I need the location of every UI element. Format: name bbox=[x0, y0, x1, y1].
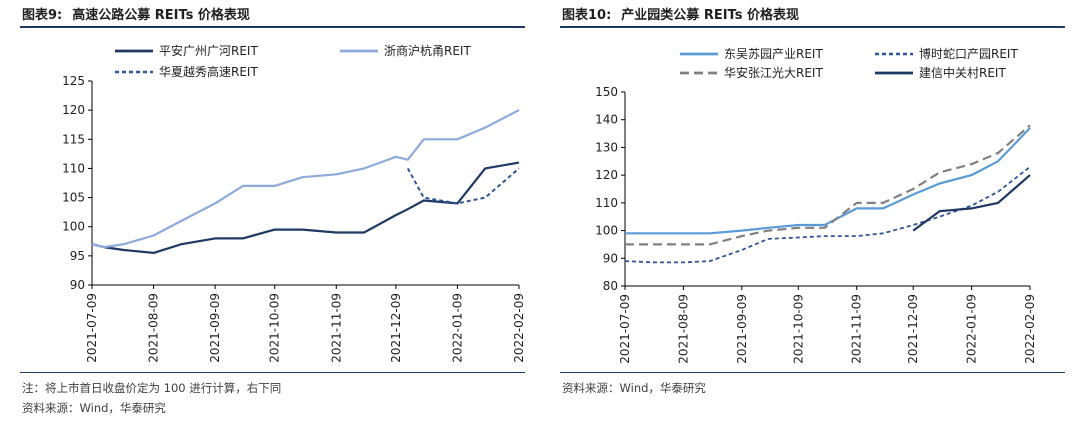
y-tick-label: 90 bbox=[603, 251, 618, 265]
x-tick-label: 2021-07-09 bbox=[618, 294, 632, 364]
x-tick-label: 2021-08-09 bbox=[676, 294, 690, 364]
y-tick-label: 150 bbox=[595, 85, 618, 99]
legend-label-1: 平安广州广河REIT bbox=[159, 43, 258, 58]
legend: 东吴苏园产业REIT 博时蛇口产园REIT 华安张江光大REIT 建信中关村REIT bbox=[680, 46, 1018, 80]
y-tick-label: 100 bbox=[62, 220, 85, 234]
title-rule-right bbox=[560, 26, 1065, 28]
legend: 平安广州广河REIT 浙商沪杭甬REIT 华夏越秀高速REIT bbox=[115, 43, 471, 79]
x-tick-label: 2021-08-09 bbox=[147, 293, 161, 363]
x-tick-label: 2021-11-09 bbox=[850, 294, 864, 364]
series-line-2 bbox=[624, 166, 1031, 264]
y-tick-label: 110 bbox=[595, 196, 618, 210]
x-tick-label: 2021-07-09 bbox=[85, 293, 99, 363]
y-tick-label: 140 bbox=[595, 113, 618, 127]
y-tick-label: 110 bbox=[62, 161, 85, 175]
axes: 90 95 100 105 110 115 120 125 2021-07-09 2021-08-… bbox=[62, 74, 526, 363]
bottom-rule-left bbox=[20, 372, 525, 373]
line-chart-highway: 90 95 100 105 110 115 120 125 2021-07-09 2021-08-… bbox=[62, 43, 526, 363]
series-line-1 bbox=[625, 127, 1031, 235]
y-tick-label: 120 bbox=[62, 103, 85, 117]
source-right: 资料来源：Wind，华泰研究 bbox=[562, 381, 706, 395]
legend-label-3: 华夏越秀高速REIT bbox=[159, 64, 258, 79]
x-tick-label: 2021-10-09 bbox=[268, 293, 282, 363]
y-tick-label: 90 bbox=[70, 278, 85, 292]
y-tick-label: 125 bbox=[62, 74, 85, 88]
x-tick-label: 2021-10-09 bbox=[791, 294, 805, 364]
x-tick-label: 2022-01-09 bbox=[965, 294, 979, 364]
chart-number-right: 图表10: bbox=[562, 8, 612, 23]
panel-highway-reits: 图表9: 高速公路公募 REITs 价格表现 90 95 100 105 110 115 12… bbox=[20, 4, 526, 415]
series-line-4 bbox=[912, 174, 1031, 232]
x-tick-label: 2021-09-09 bbox=[735, 294, 749, 364]
title-rule-left bbox=[20, 26, 525, 28]
series-line-3 bbox=[406, 167, 520, 205]
x-tick-label: 2021-12-09 bbox=[906, 294, 920, 364]
series-line-3 bbox=[625, 124, 1031, 246]
note-left: 注：将上市首日收盘价定为 100 进行计算，右下同 bbox=[22, 381, 282, 395]
axes: 80 90 100 110 120 130 140 150 2021-07-09 2021-08-… bbox=[595, 85, 1037, 364]
legend-label-3: 华安张江光大REIT bbox=[724, 65, 823, 80]
x-tick-label: 2021-09-09 bbox=[208, 293, 222, 363]
y-tick-label: 115 bbox=[62, 132, 85, 146]
panel-industrial-park-reits: 图表10: 产业园类公募 REITs 价格表现 80 90 100 110 120 130 1… bbox=[540, 0, 1080, 427]
legend-label-4: 建信中关村REIT bbox=[919, 65, 1006, 80]
bottom-rule-right bbox=[560, 372, 1065, 373]
series-line-2 bbox=[91, 109, 520, 249]
source-left: 资料来源：Wind，华泰研究 bbox=[22, 401, 166, 415]
y-tick-label: 95 bbox=[70, 249, 85, 263]
y-tick-label: 130 bbox=[595, 140, 618, 154]
x-tick-label: 2022-02-09 bbox=[1023, 294, 1037, 364]
y-tick-label: 120 bbox=[595, 168, 618, 182]
y-tick-label: 100 bbox=[595, 224, 618, 238]
x-tick-label: 2022-02-09 bbox=[512, 293, 526, 363]
line-chart-industrial-park: 80 90 100 110 120 130 140 150 2021-07-09 2021-08-… bbox=[595, 46, 1037, 364]
chart-title-right: 图表10: 产业园类公募 REITs 价格表现 bbox=[562, 4, 799, 23]
y-tick-label: 105 bbox=[62, 191, 85, 205]
chart-title-left: 图表9: 高速公路公募 REITs 价格表现 bbox=[22, 4, 250, 23]
x-tick-label: 2021-12-09 bbox=[389, 293, 403, 363]
x-tick-label: 2021-11-09 bbox=[329, 293, 343, 363]
legend-label-2: 浙商沪杭甬REIT bbox=[384, 43, 471, 58]
series-line-1 bbox=[91, 161, 520, 254]
y-tick-label: 80 bbox=[603, 279, 618, 293]
chart-title-text-right: 产业园类公募 REITs 价格表现 bbox=[621, 8, 799, 23]
chart-number-left: 图表9: bbox=[22, 8, 63, 23]
chart-title-text-left: 高速公路公募 REITs 价格表现 bbox=[72, 8, 250, 23]
legend-label-1: 东吴苏园产业REIT bbox=[724, 47, 823, 61]
legend-label-2: 博时蛇口产园REIT bbox=[919, 46, 1018, 61]
x-tick-label: 2022-01-09 bbox=[450, 293, 464, 363]
